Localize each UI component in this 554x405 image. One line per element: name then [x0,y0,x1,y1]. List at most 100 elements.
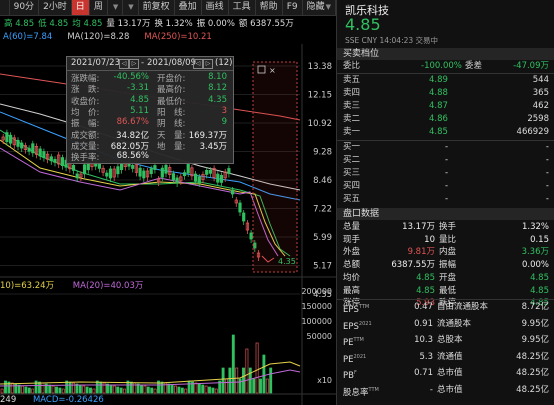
fundamental-label-text: PE [343,338,354,349]
volume-axis-label: 150000 [301,302,332,311]
volume-bar [221,367,225,394]
candlestick-body [186,163,190,174]
volume-bar [191,381,194,394]
candlestick-body [205,169,209,175]
quote-label: 振幅 [439,260,457,271]
quote-row: 均价 4.85 开盘 4.85 [337,273,554,284]
candlestick-body [245,222,249,231]
volume-bar [27,387,31,394]
ohlc-info-item: 高 4.85 [4,19,35,29]
candlestick-body [112,168,116,178]
toolbar-item-6[interactable]: ▼ [123,0,139,15]
volume-bar [102,382,106,394]
volume-bar [228,367,232,394]
stock-price: 4.85 [345,15,381,34]
fundamental-row: PBF 0.71 总市值 48.25亿 [337,368,554,382]
toolbar-item-2[interactable]: 2小时 [39,0,72,15]
candlestick-body [168,167,172,175]
volume-bar [24,386,28,394]
volume-bar [68,381,72,394]
volume-bar [245,348,249,394]
toolbar-item-label: 帮助 [259,2,278,12]
toolbar-item-11[interactable]: 帮助 [256,0,283,15]
toolbar-item-8[interactable]: 叠加 [175,0,202,15]
ohlc-info-item: 额 6387.55万 [238,19,294,29]
candlestick-body [182,172,187,177]
candlestick-body [238,202,242,213]
quote-value: 4.85 [530,272,549,283]
quote-value: 9.81万 [407,247,435,258]
volume-bar [157,380,160,394]
toolbar-item-12[interactable]: F9 [283,0,303,15]
sell-level-volume: 2598 [527,114,549,124]
stock-name: 凯乐科技 [345,4,389,17]
volume-bar [95,380,99,394]
tooltip-next-icon[interactable]: ▷ [129,59,139,69]
candlestick-body [83,164,87,175]
toolbar-item-10[interactable]: 工具 [229,0,256,15]
candlestick-body [20,142,24,149]
volume-bar [252,378,256,394]
quote-value: 4.85 [416,285,435,296]
volume-bar [4,380,7,394]
tooltip-end-prev-icon[interactable]: ◁ [193,59,203,69]
toolbar-item-7[interactable]: 前复权 [139,0,175,15]
buy-level-volume: - [545,142,549,152]
tooltip-value: 5.11 [130,105,149,116]
candlestick-body [46,153,50,160]
sell-level-label: 卖二 [343,114,361,124]
ma-legend-row: A(60)=7.84 MA(120)=8.28 MA(250)=10.21 [0,31,336,43]
toolbar-item-13[interactable]: 隐藏▼ [303,0,336,15]
toolbar-item-3[interactable]: 日 [71,0,90,15]
volume-bar [38,381,41,394]
toolbar-item-0[interactable] [0,0,10,15]
range-stats-tooltip: 2021/07/23 ◁ ▷ - 2021/08/09 ◁ ▷ (12) 涨跌幅… [66,56,234,164]
fundamental-label-text: 股息率 [343,387,369,398]
tooltip-end-next-icon[interactable]: ▷ [203,59,213,69]
quote-row: 涨停 5.93 跌停 4.85 [337,298,554,309]
sell-level-row: 卖三 4.87 462 [337,101,554,112]
toolbar-item-label: 周 [93,2,103,12]
macd-legend: 249 MACD=-0.26426 [0,395,300,405]
volume-bar [153,388,157,394]
fundamental-row: EPS2021 0.91 流通股本 9.95亿 [337,319,554,332]
volume-bar [177,386,181,394]
buy-level-row: 买三 - - [337,168,554,179]
candlestick-body [253,242,257,249]
toolbar-item-1[interactable]: 90分 [10,0,40,15]
maximize-icon[interactable] [257,65,266,74]
candlestick-body [149,168,153,175]
toolbar-item-4[interactable]: 周 [90,0,108,15]
candlestick-body [60,157,65,166]
quote-label: 量比 [439,234,457,245]
volume-bar [187,380,191,394]
quote-label: 总额 [343,260,361,271]
candlestick-body [193,173,198,182]
volume-bar [55,386,58,394]
toolbar-item-5[interactable]: ▼ [108,0,124,15]
volume-bar [126,380,130,394]
volume-bar [255,342,259,394]
volume-bar [31,388,35,394]
toolbar-item-label: 2小时 [43,2,67,12]
toolbar-item-label: 90分 [13,2,35,12]
candlestick-body [138,167,142,177]
volume-bar [61,388,65,394]
fundamental-label-text: PB [343,371,354,382]
range-selection-box[interactable] [252,61,298,273]
toolbar-item-9[interactable]: 画线 [202,0,229,15]
tooltip-count: (12) [215,58,233,68]
close-icon[interactable]: × [269,66,276,75]
volume-bar [48,384,52,394]
volume-bar [119,387,123,394]
quote-row: 最高 4.85 最低 4.85 [337,286,554,297]
volume-axis-label: 100000 [301,317,332,326]
price-axis-label: 12.15 [308,91,332,101]
tooltip-prev-icon[interactable]: ◁ [119,59,129,69]
candlestick-body [179,176,183,182]
fundamental-label-suffix: 2021 [358,320,372,327]
candlestick-body [8,134,13,144]
candlestick-body [156,178,161,183]
ma10-line [0,139,286,257]
fundamental-label: 流通值 [437,351,463,362]
